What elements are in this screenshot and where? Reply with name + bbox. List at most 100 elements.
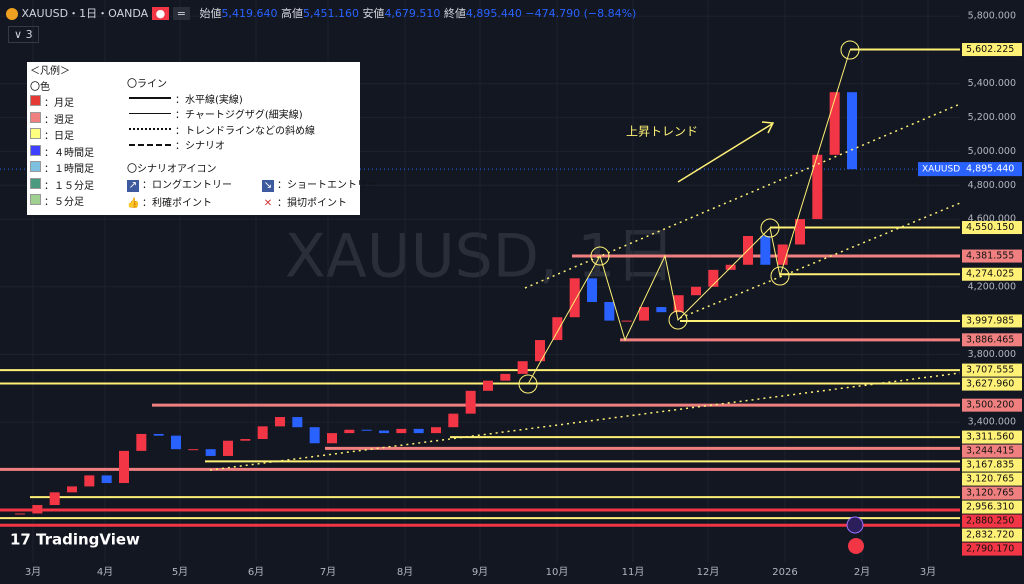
y-tick-label: 5,000.000: [968, 146, 1016, 157]
circle: [770, 266, 790, 286]
candle: [101, 475, 112, 484]
legend-line: [129, 97, 171, 99]
price-label: 3,627.960: [966, 379, 1014, 390]
legend-item: ：シナリオ: [127, 139, 357, 155]
candle: [656, 307, 667, 313]
legend-label: ：５分足: [44, 197, 84, 208]
candle: [847, 92, 857, 170]
legend-label: ：月足: [44, 98, 74, 109]
legend-line: [129, 128, 171, 130]
legend-icon: 👍: [127, 198, 140, 210]
candle: [379, 430, 389, 434]
candle: [691, 286, 701, 296]
candle: [171, 435, 181, 450]
candle: [327, 433, 337, 444]
candle: [500, 373, 511, 381]
candle: [223, 440, 233, 456]
candle: [119, 450, 129, 484]
x-tick-label: 8月: [397, 566, 413, 578]
legend-item: 👍 ：利確ポイント: [127, 196, 212, 212]
high-label: 高値: [280, 7, 303, 20]
x-tick-label: 11月: [622, 566, 645, 578]
candle: [15, 513, 25, 515]
event-icon: [846, 516, 864, 534]
trend-line: [679, 202, 961, 319]
symbol-icon: [6, 8, 18, 20]
legend-icon: ✕: [262, 198, 274, 210]
candle: [275, 417, 285, 427]
x-tick-label: 3月: [25, 566, 41, 578]
candle: [240, 439, 251, 441]
legend-label: ：ロングエントリー: [142, 180, 232, 191]
symbol: XAUUSD・1日・OANDA: [21, 7, 149, 20]
legend-line: [129, 143, 171, 146]
candle: [760, 236, 771, 265]
badge[interactable]: =: [172, 7, 190, 20]
price-label-box: [962, 398, 1022, 412]
legend-swatch: [30, 128, 41, 139]
price-label-box: [962, 314, 1022, 328]
drawings: [209, 40, 961, 471]
low-label: 安値: [362, 7, 385, 20]
candle: [344, 429, 355, 434]
badge[interactable]: ●: [151, 7, 170, 20]
legend-item: ：１時間足: [30, 161, 125, 178]
candle: [673, 295, 684, 313]
legend-label: ：日足: [44, 131, 74, 142]
brand: TradingView: [36, 531, 140, 549]
legend-label: ：水平線(実線): [175, 94, 243, 106]
candle: [309, 427, 320, 444]
zigzag: [527, 49, 851, 385]
x-tick-label: 9月: [472, 566, 488, 578]
indicator-toggle[interactable]: ∨ 3: [8, 26, 39, 43]
brand-logo: 17: [10, 531, 31, 549]
price-label-box: [962, 472, 1022, 486]
legend-item: ：チャートジグザグ(細実線): [127, 108, 357, 124]
candle: [292, 417, 303, 428]
candle: [708, 269, 719, 287]
candle: [829, 92, 840, 155]
x-tick-label: 2月: [854, 566, 870, 578]
legend-title: ＜凡例＞: [30, 66, 70, 77]
candle: [361, 429, 372, 431]
legend-label: ：シナリオ: [175, 141, 225, 152]
legend-heading: 〇色: [30, 81, 50, 93]
legend-item: ：水平線(実線): [127, 93, 357, 109]
candle: [396, 428, 407, 434]
open-label: 始値: [199, 7, 222, 20]
legend-item: ✕ ：損切ポイント: [262, 196, 347, 212]
legend-item: ：日足: [30, 128, 125, 145]
price-label: 3,997.985: [966, 315, 1014, 326]
price-label: 2,956.310: [966, 502, 1014, 513]
indicator-count: 3: [25, 28, 33, 41]
x-tick-label: 4月: [97, 566, 113, 578]
legend-icon: ↘: [262, 180, 274, 192]
price-label-box: [962, 458, 1022, 472]
candle: [32, 505, 43, 514]
candle: [604, 301, 615, 321]
x-tick-label: 12月: [697, 566, 720, 578]
candle: [777, 244, 788, 265]
price-label-box: [962, 363, 1022, 377]
legend-swatch: [30, 144, 41, 156]
price-label-box: [962, 221, 1022, 235]
price-label: 3,707.555: [966, 365, 1014, 376]
x-tick-label: 10月: [546, 566, 569, 578]
legend-swatch: [30, 95, 41, 106]
trend-line: [209, 372, 961, 471]
candle: [67, 486, 77, 493]
candle: [465, 390, 476, 414]
price-label: 2,790.170: [966, 544, 1014, 555]
event-icon: [848, 538, 864, 554]
arrow: [677, 123, 773, 183]
y-tick-label: 3,800.000: [968, 349, 1016, 360]
circle: [518, 374, 538, 394]
arrow-head: [761, 121, 775, 134]
legend-item: ：トレンドラインなどの斜め線: [127, 124, 357, 140]
price-label: 3,311.560: [966, 432, 1014, 443]
annotation: 上昇トレンド: [626, 125, 698, 139]
y-tick-label: 4,600.000: [968, 214, 1016, 225]
legend-item: ：５分足: [30, 194, 125, 211]
x-tick-label: 5月: [172, 566, 188, 578]
